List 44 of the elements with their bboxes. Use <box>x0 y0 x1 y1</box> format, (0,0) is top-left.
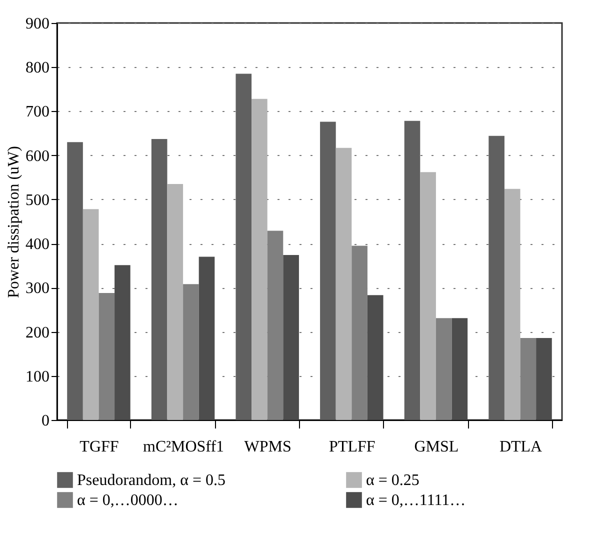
bar <box>114 265 130 420</box>
bar <box>151 139 168 420</box>
bar <box>183 284 199 420</box>
y-tick-label: 600 <box>26 148 50 165</box>
bar <box>520 338 536 420</box>
bar <box>198 256 215 420</box>
bar <box>236 74 252 420</box>
bar <box>67 142 83 420</box>
bar <box>267 230 284 420</box>
bar <box>98 292 115 420</box>
bar <box>283 255 299 420</box>
bar <box>404 120 420 420</box>
x-tick-label: PTLFF <box>329 438 376 456</box>
y-tick-label: 200 <box>26 324 50 342</box>
x-tick-label: TGFF <box>80 438 119 456</box>
legend-label: Pseudorandom, α = 0.5 <box>77 472 226 489</box>
bar <box>336 148 352 420</box>
bar <box>504 188 520 420</box>
y-tick-label: 400 <box>26 236 50 254</box>
y-tick-label: 100 <box>26 368 50 386</box>
bar <box>420 172 436 420</box>
y-tick-label: 500 <box>26 192 50 209</box>
bar <box>488 136 504 420</box>
x-tick-label: DTLA <box>499 438 543 456</box>
bar <box>436 318 452 420</box>
bar <box>536 338 552 420</box>
y-tick-label: 900 <box>26 16 50 32</box>
y-tick-label: 700 <box>26 104 50 121</box>
legend-label: α = 0,…0000… <box>77 492 178 509</box>
y-tick-label: 800 <box>26 60 50 77</box>
bar <box>167 184 184 420</box>
bar <box>252 98 268 420</box>
x-tick-label: mC²MOSff1 <box>143 438 224 456</box>
bar <box>320 122 336 420</box>
bar <box>452 318 468 420</box>
y-tick-label: 0 <box>42 412 50 430</box>
bar <box>82 209 99 420</box>
bar <box>367 295 384 420</box>
legend-label: α = 0.25 <box>366 472 420 489</box>
legend-label: α = 0,…1111… <box>366 492 466 509</box>
x-tick-label: WPMS <box>244 438 292 456</box>
x-tick-label: GMSL <box>414 438 459 456</box>
y-tick-label: 300 <box>26 280 50 298</box>
y-axis-title: Power dissipation (uW) <box>6 146 22 298</box>
